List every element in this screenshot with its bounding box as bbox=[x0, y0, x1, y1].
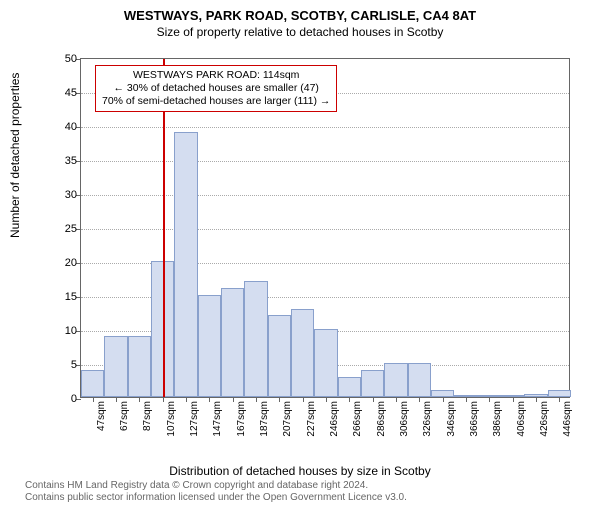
xtick-label: 87sqm bbox=[142, 401, 153, 431]
xtick-mark bbox=[279, 397, 280, 402]
annotation-line: 70% of semi-detached houses are larger (… bbox=[102, 95, 330, 108]
histogram-bar bbox=[198, 295, 221, 397]
chart-title-sub: Size of property relative to detached ho… bbox=[0, 25, 600, 39]
xtick-mark bbox=[443, 397, 444, 402]
xtick-mark bbox=[326, 397, 327, 402]
histogram-bar bbox=[81, 370, 104, 397]
histogram-bar bbox=[244, 281, 267, 397]
histogram-bar bbox=[338, 377, 361, 397]
footer-attribution: Contains HM Land Registry data © Crown c… bbox=[25, 480, 407, 504]
xtick-mark bbox=[256, 397, 257, 402]
histogram-bar bbox=[104, 336, 127, 397]
histogram-bar bbox=[174, 132, 197, 397]
xtick-label: 286sqm bbox=[376, 401, 387, 437]
ytick-label: 5 bbox=[71, 359, 77, 371]
ytick-label: 45 bbox=[65, 87, 77, 99]
xtick-mark bbox=[303, 397, 304, 402]
xtick-label: 306sqm bbox=[399, 401, 410, 437]
xtick-mark bbox=[163, 397, 164, 402]
y-axis-label: Number of detached properties bbox=[8, 73, 22, 238]
xtick-label: 47sqm bbox=[96, 401, 107, 431]
histogram-bar bbox=[361, 370, 384, 397]
xtick-mark bbox=[489, 397, 490, 402]
ytick-label: 15 bbox=[65, 291, 77, 303]
histogram-bar bbox=[431, 390, 454, 397]
annotation-box: WESTWAYS PARK ROAD: 114sqm← 30% of detac… bbox=[95, 65, 337, 112]
gridline bbox=[81, 161, 569, 162]
xtick-mark bbox=[466, 397, 467, 402]
gridline bbox=[81, 195, 569, 196]
xtick-label: 326sqm bbox=[422, 401, 433, 437]
xtick-label: 167sqm bbox=[236, 401, 247, 437]
xtick-label: 266sqm bbox=[352, 401, 363, 437]
footer-line-2: Contains public sector information licen… bbox=[25, 492, 407, 504]
xtick-label: 187sqm bbox=[259, 401, 270, 437]
xtick-mark bbox=[373, 397, 374, 402]
histogram-bar bbox=[291, 309, 314, 397]
gridline bbox=[81, 127, 569, 128]
ytick-label: 25 bbox=[65, 223, 77, 235]
xtick-mark bbox=[396, 397, 397, 402]
xtick-mark bbox=[186, 397, 187, 402]
footer-line-1: Contains HM Land Registry data © Crown c… bbox=[25, 480, 407, 492]
xtick-mark bbox=[93, 397, 94, 402]
plot-area: 0510152025303540455047sqm67sqm87sqm107sq… bbox=[80, 58, 570, 398]
xtick-label: 127sqm bbox=[189, 401, 200, 437]
xtick-label: 246sqm bbox=[329, 401, 340, 437]
chart-title-main: WESTWAYS, PARK ROAD, SCOTBY, CARLISLE, C… bbox=[0, 8, 600, 23]
xtick-mark bbox=[513, 397, 514, 402]
ytick-label: 30 bbox=[65, 189, 77, 201]
histogram-bar bbox=[384, 363, 407, 397]
ytick-label: 50 bbox=[65, 53, 77, 65]
xtick-label: 107sqm bbox=[166, 401, 177, 437]
xtick-label: 147sqm bbox=[212, 401, 223, 437]
histogram-bar bbox=[128, 336, 151, 397]
gridline bbox=[81, 229, 569, 230]
xtick-mark bbox=[233, 397, 234, 402]
xtick-mark bbox=[419, 397, 420, 402]
ytick-label: 40 bbox=[65, 121, 77, 133]
histogram-bar bbox=[314, 329, 337, 397]
xtick-label: 227sqm bbox=[306, 401, 317, 437]
xtick-mark bbox=[139, 397, 140, 402]
xtick-label: 426sqm bbox=[539, 401, 550, 437]
ytick-label: 0 bbox=[71, 393, 77, 405]
histogram-bar bbox=[268, 315, 291, 397]
xtick-mark bbox=[116, 397, 117, 402]
xtick-label: 346sqm bbox=[446, 401, 457, 437]
xtick-label: 446sqm bbox=[562, 401, 573, 437]
xtick-label: 207sqm bbox=[282, 401, 293, 437]
xtick-label: 406sqm bbox=[516, 401, 527, 437]
ytick-label: 20 bbox=[65, 257, 77, 269]
xtick-mark bbox=[209, 397, 210, 402]
chart-container: 0510152025303540455047sqm67sqm87sqm107sq… bbox=[60, 58, 570, 428]
xtick-mark bbox=[559, 397, 560, 402]
annotation-line: WESTWAYS PARK ROAD: 114sqm bbox=[102, 69, 330, 82]
ytick-label: 10 bbox=[65, 325, 77, 337]
xtick-label: 386sqm bbox=[492, 401, 503, 437]
histogram-bar bbox=[408, 363, 431, 397]
histogram-bar bbox=[221, 288, 244, 397]
xtick-label: 67sqm bbox=[119, 401, 130, 431]
xtick-mark bbox=[349, 397, 350, 402]
ytick-label: 35 bbox=[65, 155, 77, 167]
annotation-line: ← 30% of detached houses are smaller (47… bbox=[102, 82, 330, 95]
xtick-mark bbox=[536, 397, 537, 402]
xtick-label: 366sqm bbox=[469, 401, 480, 437]
histogram-bar bbox=[548, 390, 571, 397]
x-axis-label: Distribution of detached houses by size … bbox=[0, 464, 600, 478]
